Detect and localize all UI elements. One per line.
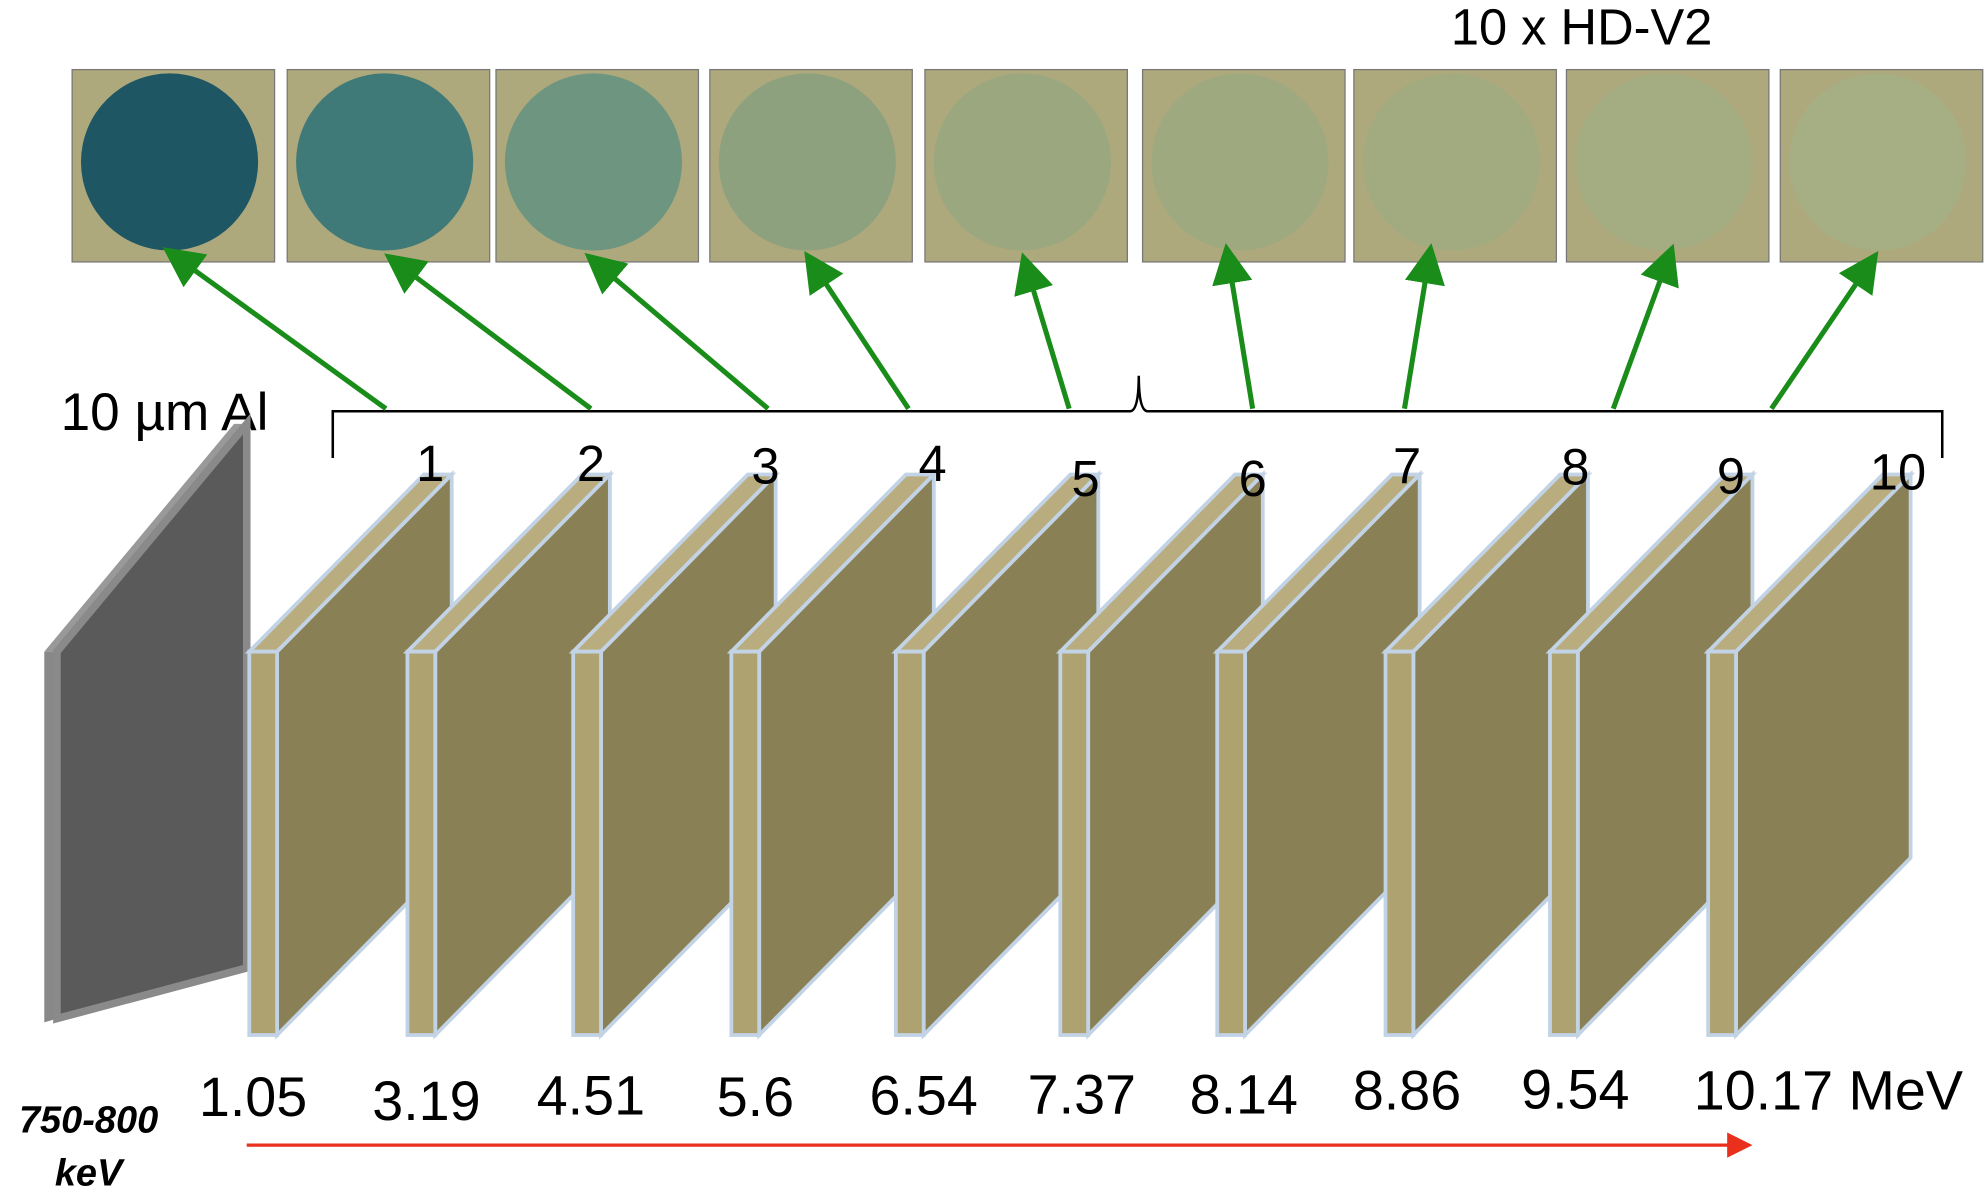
layer-energy: 3.19 <box>372 1070 480 1132</box>
film-arrow <box>1014 252 1072 410</box>
layer-number: 7 <box>1393 437 1421 494</box>
al-face <box>53 413 251 1024</box>
film-spot <box>933 73 1111 251</box>
film-spot <box>1151 73 1329 251</box>
layer-energy: 4.51 <box>537 1065 645 1127</box>
stack-title: 10 x HD-V2 <box>1451 0 1713 55</box>
beam-label: 750-800 <box>19 1099 158 1141</box>
film-arrow <box>1769 251 1879 411</box>
film-arrow <box>584 252 770 411</box>
layer-number: 1 <box>416 435 444 492</box>
layer-number: 4 <box>918 435 946 492</box>
plate-edge <box>1706 649 1738 1037</box>
beam-label: keV <box>55 1153 125 1195</box>
film-spot <box>718 73 896 251</box>
layer-energy: 9.54 <box>1521 1058 1629 1120</box>
film-spot <box>80 73 259 251</box>
layer-energy: 8.86 <box>1353 1060 1461 1122</box>
layer-energy: 8.14 <box>1190 1063 1298 1125</box>
film-arrow <box>1212 243 1256 410</box>
layer-number: 5 <box>1072 450 1100 507</box>
layer-number: 10 <box>1870 444 1926 501</box>
plate-edge <box>571 649 603 1037</box>
plate-edge <box>893 649 926 1037</box>
layer-energy: 10.17 MeV <box>1694 1060 1963 1122</box>
plate-edge <box>1058 649 1091 1037</box>
film-spot <box>1575 73 1753 251</box>
layer-number: 3 <box>751 437 779 494</box>
film-arrow <box>1401 243 1445 410</box>
plate-edge <box>405 649 438 1037</box>
layer-energy: 7.37 <box>1028 1063 1136 1125</box>
brace <box>331 375 1944 459</box>
film-spot <box>1789 73 1967 251</box>
film-spot <box>1362 73 1540 251</box>
layer-energy: 6.54 <box>870 1065 978 1127</box>
plate-edge <box>1215 649 1247 1037</box>
film-arrow <box>1610 243 1679 410</box>
film-spot <box>296 73 474 251</box>
layer-number: 8 <box>1561 439 1589 496</box>
layer-number: 9 <box>1717 447 1745 504</box>
plate-edge <box>1548 649 1580 1037</box>
layer-energy: 5.6 <box>717 1066 794 1128</box>
plate-edge <box>729 649 762 1037</box>
film-arrow <box>384 253 593 411</box>
layer-energy: 1.05 <box>199 1066 307 1128</box>
film-arrow <box>804 250 911 411</box>
film-spot <box>504 73 682 251</box>
layer-number: 2 <box>577 435 605 492</box>
film-arrow <box>162 247 388 411</box>
plate-edge <box>1383 649 1416 1037</box>
plate-edge <box>247 649 279 1037</box>
layer-number: 6 <box>1239 450 1267 507</box>
